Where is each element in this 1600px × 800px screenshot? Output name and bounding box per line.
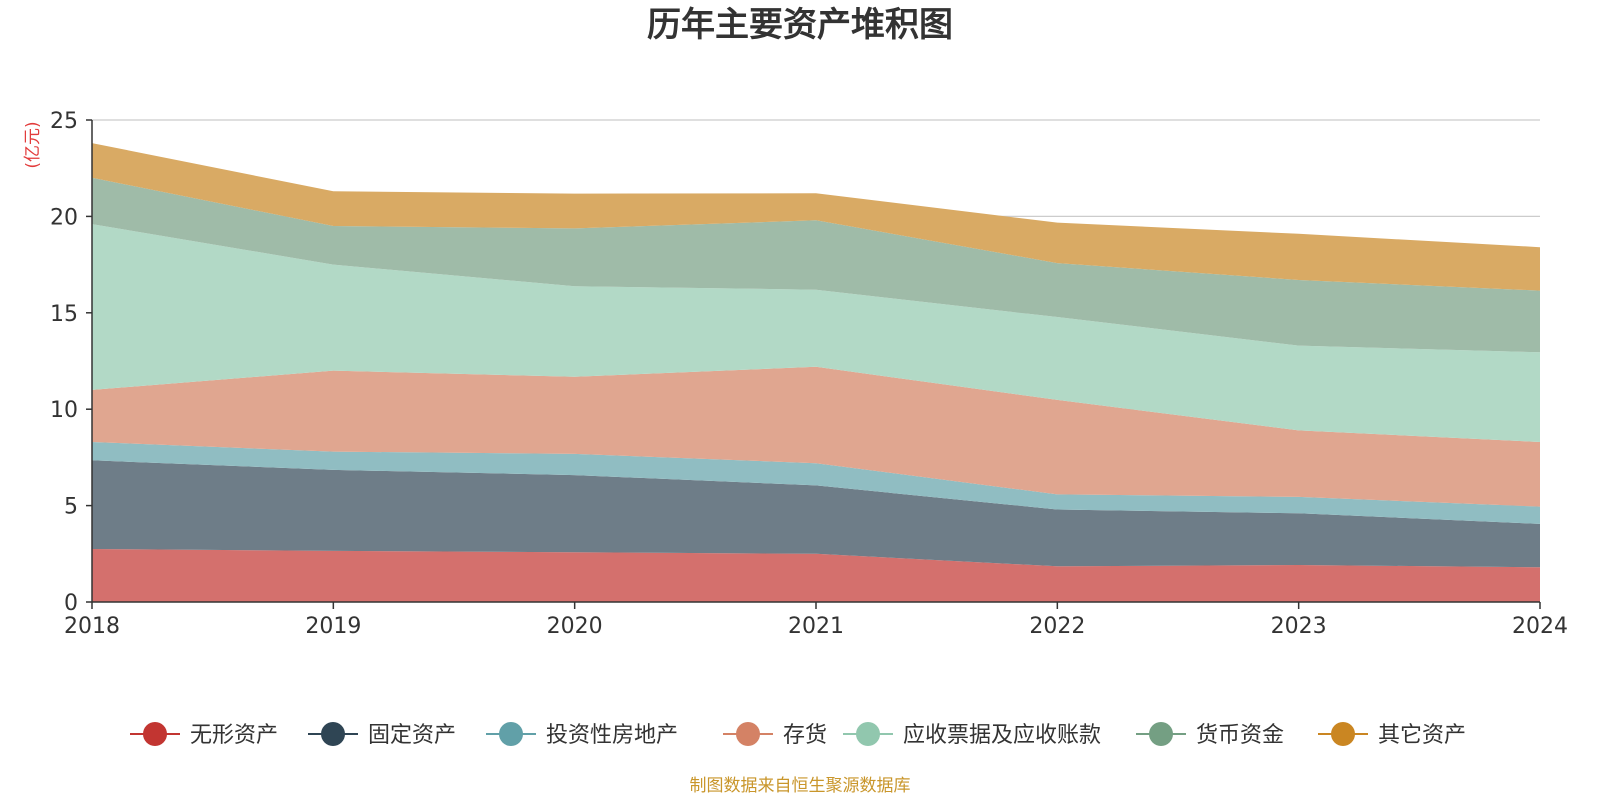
y-tick-label: 25: [50, 109, 78, 134]
x-tick-label: 2024: [1512, 614, 1568, 639]
source-note: 制图数据来自恒生聚源数据库: [690, 776, 911, 796]
legend: 无形资产 固定资产 投资性房地产 存货 应收票据及应收账款 货币资金 其它资产: [130, 722, 1466, 748]
legend-marker: [1149, 722, 1173, 746]
y-tick-label: 0: [64, 591, 78, 616]
x-tick-label: 2018: [64, 614, 120, 639]
legend-marker: [736, 722, 760, 746]
chart-title: 历年主要资产堆积图: [647, 5, 953, 45]
legend-label: 存货: [783, 723, 827, 748]
legend-marker: [1331, 722, 1355, 746]
legend-marker: [143, 722, 167, 746]
y-tick-label: 15: [50, 302, 78, 327]
area-series-6: [92, 177, 1540, 353]
area-series-3: [92, 442, 1540, 524]
legend-label: 货币资金: [1196, 723, 1284, 748]
axes: [86, 119, 1541, 609]
y-tick-label: 20: [50, 205, 78, 230]
x-tick-label: 2019: [305, 614, 361, 639]
legend-label: 无形资产: [190, 723, 278, 748]
legend-label: 应收票据及应收账款: [903, 723, 1101, 748]
legend-item-6[interactable]: 货币资金: [1136, 722, 1284, 748]
legend-marker: [499, 722, 523, 746]
area-layers: [92, 143, 1540, 602]
legend-item-5[interactable]: 应收票据及应收账款: [843, 722, 1101, 748]
area-series-7: [92, 143, 1540, 291]
y-tick-labels: 0 5 10 15 20 25: [50, 109, 78, 616]
legend-item-2[interactable]: 固定资产: [308, 722, 456, 748]
area-series-4: [92, 366, 1540, 507]
legend-item-4[interactable]: 存货: [723, 722, 827, 748]
x-tick-label: 2020: [547, 614, 603, 639]
area-series-1: [92, 549, 1540, 602]
y-axis-unit-label: (亿元): [23, 121, 43, 168]
x-tick-label: 2021: [788, 614, 844, 639]
x-tick-label: 2022: [1029, 614, 1085, 639]
legend-item-7[interactable]: 其它资产: [1318, 722, 1466, 748]
legend-item-1[interactable]: 无形资产: [130, 722, 278, 748]
legend-label: 投资性房地产: [546, 723, 678, 748]
x-tick-labels: 2018 2019 2020 2021 2022 2023 2024: [64, 614, 1568, 639]
legend-marker: [321, 722, 345, 746]
x-tick-label: 2023: [1271, 614, 1327, 639]
area-series-2: [92, 460, 1540, 568]
y-tick-label: 10: [50, 398, 78, 423]
legend-label: 固定资产: [368, 723, 456, 748]
area-series-5: [92, 224, 1540, 442]
legend-marker: [856, 722, 880, 746]
legend-item-3[interactable]: 投资性房地产: [486, 722, 678, 748]
legend-label: 其它资产: [1378, 723, 1466, 748]
y-tick-label: 5: [64, 495, 78, 520]
